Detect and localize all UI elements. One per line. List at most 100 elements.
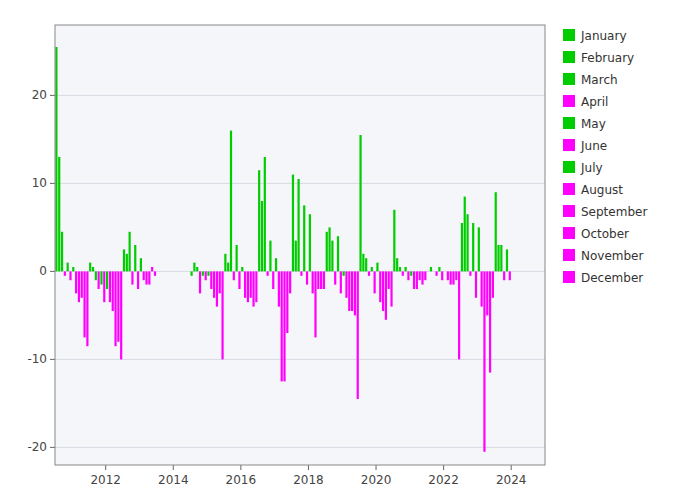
- bar: [331, 241, 333, 272]
- bar: [509, 271, 511, 280]
- legend-label: October: [581, 227, 629, 241]
- x-tick-label: 2020: [361, 473, 392, 487]
- bar: [95, 271, 97, 280]
- bars: [55, 47, 511, 452]
- x-tick: [173, 465, 174, 470]
- bar: [340, 271, 342, 293]
- bar: [112, 271, 114, 311]
- bar: [326, 232, 328, 272]
- x-tick: [105, 465, 106, 470]
- bar: [69, 271, 71, 280]
- bar: [244, 271, 246, 297]
- bar: [55, 47, 57, 271]
- bar: [145, 271, 147, 284]
- legend-swatch: [563, 161, 575, 173]
- legend-label: December: [581, 271, 643, 285]
- bar: [452, 271, 454, 284]
- bar: [250, 271, 252, 297]
- bar: [450, 271, 452, 284]
- bar: [281, 271, 283, 381]
- bar: [190, 271, 192, 275]
- bar: [230, 131, 232, 272]
- bar: [81, 271, 83, 297]
- bar: [385, 271, 387, 319]
- bar: [64, 271, 66, 275]
- y-tick: [50, 95, 55, 96]
- grid-line: [55, 183, 545, 184]
- legend-swatch: [563, 95, 575, 107]
- bar: [444, 271, 446, 272]
- bar: [98, 271, 100, 289]
- bar: [154, 271, 156, 275]
- x-tick: [376, 465, 377, 470]
- legend-label: July: [580, 161, 603, 175]
- bar: [435, 271, 437, 275]
- legend-swatch: [563, 249, 575, 261]
- y-tick: [50, 359, 55, 360]
- bar: [269, 241, 271, 272]
- bar: [368, 271, 370, 275]
- x-tick-label: 2016: [226, 473, 257, 487]
- legend-swatch: [563, 227, 575, 239]
- bar: [334, 271, 336, 284]
- y-tick-label: 20: [32, 88, 47, 102]
- legend-swatch: [563, 117, 575, 129]
- bar: [419, 271, 421, 280]
- bar: [131, 271, 133, 284]
- bar: [117, 271, 119, 341]
- legend-label: September: [581, 205, 647, 219]
- bar: [227, 263, 229, 272]
- bar: [405, 267, 407, 271]
- legend-label: June: [580, 139, 607, 153]
- x-tick: [443, 465, 444, 470]
- bar: [300, 271, 302, 275]
- bar: [472, 223, 474, 271]
- bar: [109, 271, 111, 302]
- legend: JanuaryFebruaryMarchAprilMayJuneJulyAugu…: [563, 29, 647, 285]
- bar: [447, 271, 449, 280]
- bar: [210, 271, 212, 289]
- bar: [469, 271, 471, 275]
- bar: [379, 271, 381, 302]
- bar: [399, 267, 401, 271]
- bar: [492, 271, 494, 297]
- bar: [464, 197, 466, 272]
- bar: [466, 214, 468, 271]
- bar: [495, 192, 497, 271]
- bar: [500, 245, 502, 271]
- legend-label: August: [581, 183, 623, 197]
- bar: [134, 245, 136, 271]
- legend-swatch: [563, 73, 575, 85]
- bar: [455, 271, 457, 280]
- bar: [151, 267, 153, 271]
- bar: [238, 271, 240, 289]
- legend-swatch: [563, 183, 575, 195]
- bar: [343, 271, 345, 275]
- bar: [390, 271, 392, 306]
- bar: [388, 271, 390, 289]
- legend-swatch: [563, 139, 575, 151]
- bar: [86, 271, 88, 346]
- bar: [100, 271, 102, 284]
- bar: [402, 271, 404, 275]
- bar: [314, 271, 316, 337]
- x-tick-label: 2024: [496, 473, 527, 487]
- bar: [427, 271, 429, 272]
- plot-area: [55, 25, 545, 465]
- y-tick: [50, 447, 55, 448]
- grid-line: [55, 271, 545, 272]
- bar: [205, 271, 207, 280]
- x-tick-label: 2012: [90, 473, 121, 487]
- bar: [303, 205, 305, 271]
- bar: [374, 271, 376, 293]
- bar: [221, 271, 223, 359]
- bar: [255, 271, 257, 302]
- bar: [306, 271, 308, 284]
- bar: [309, 214, 311, 271]
- legend-swatch: [563, 271, 575, 283]
- bar: [143, 271, 145, 280]
- legend-label: May: [581, 117, 606, 131]
- bar: [114, 271, 116, 346]
- bar: [61, 232, 63, 272]
- bar: [75, 271, 77, 293]
